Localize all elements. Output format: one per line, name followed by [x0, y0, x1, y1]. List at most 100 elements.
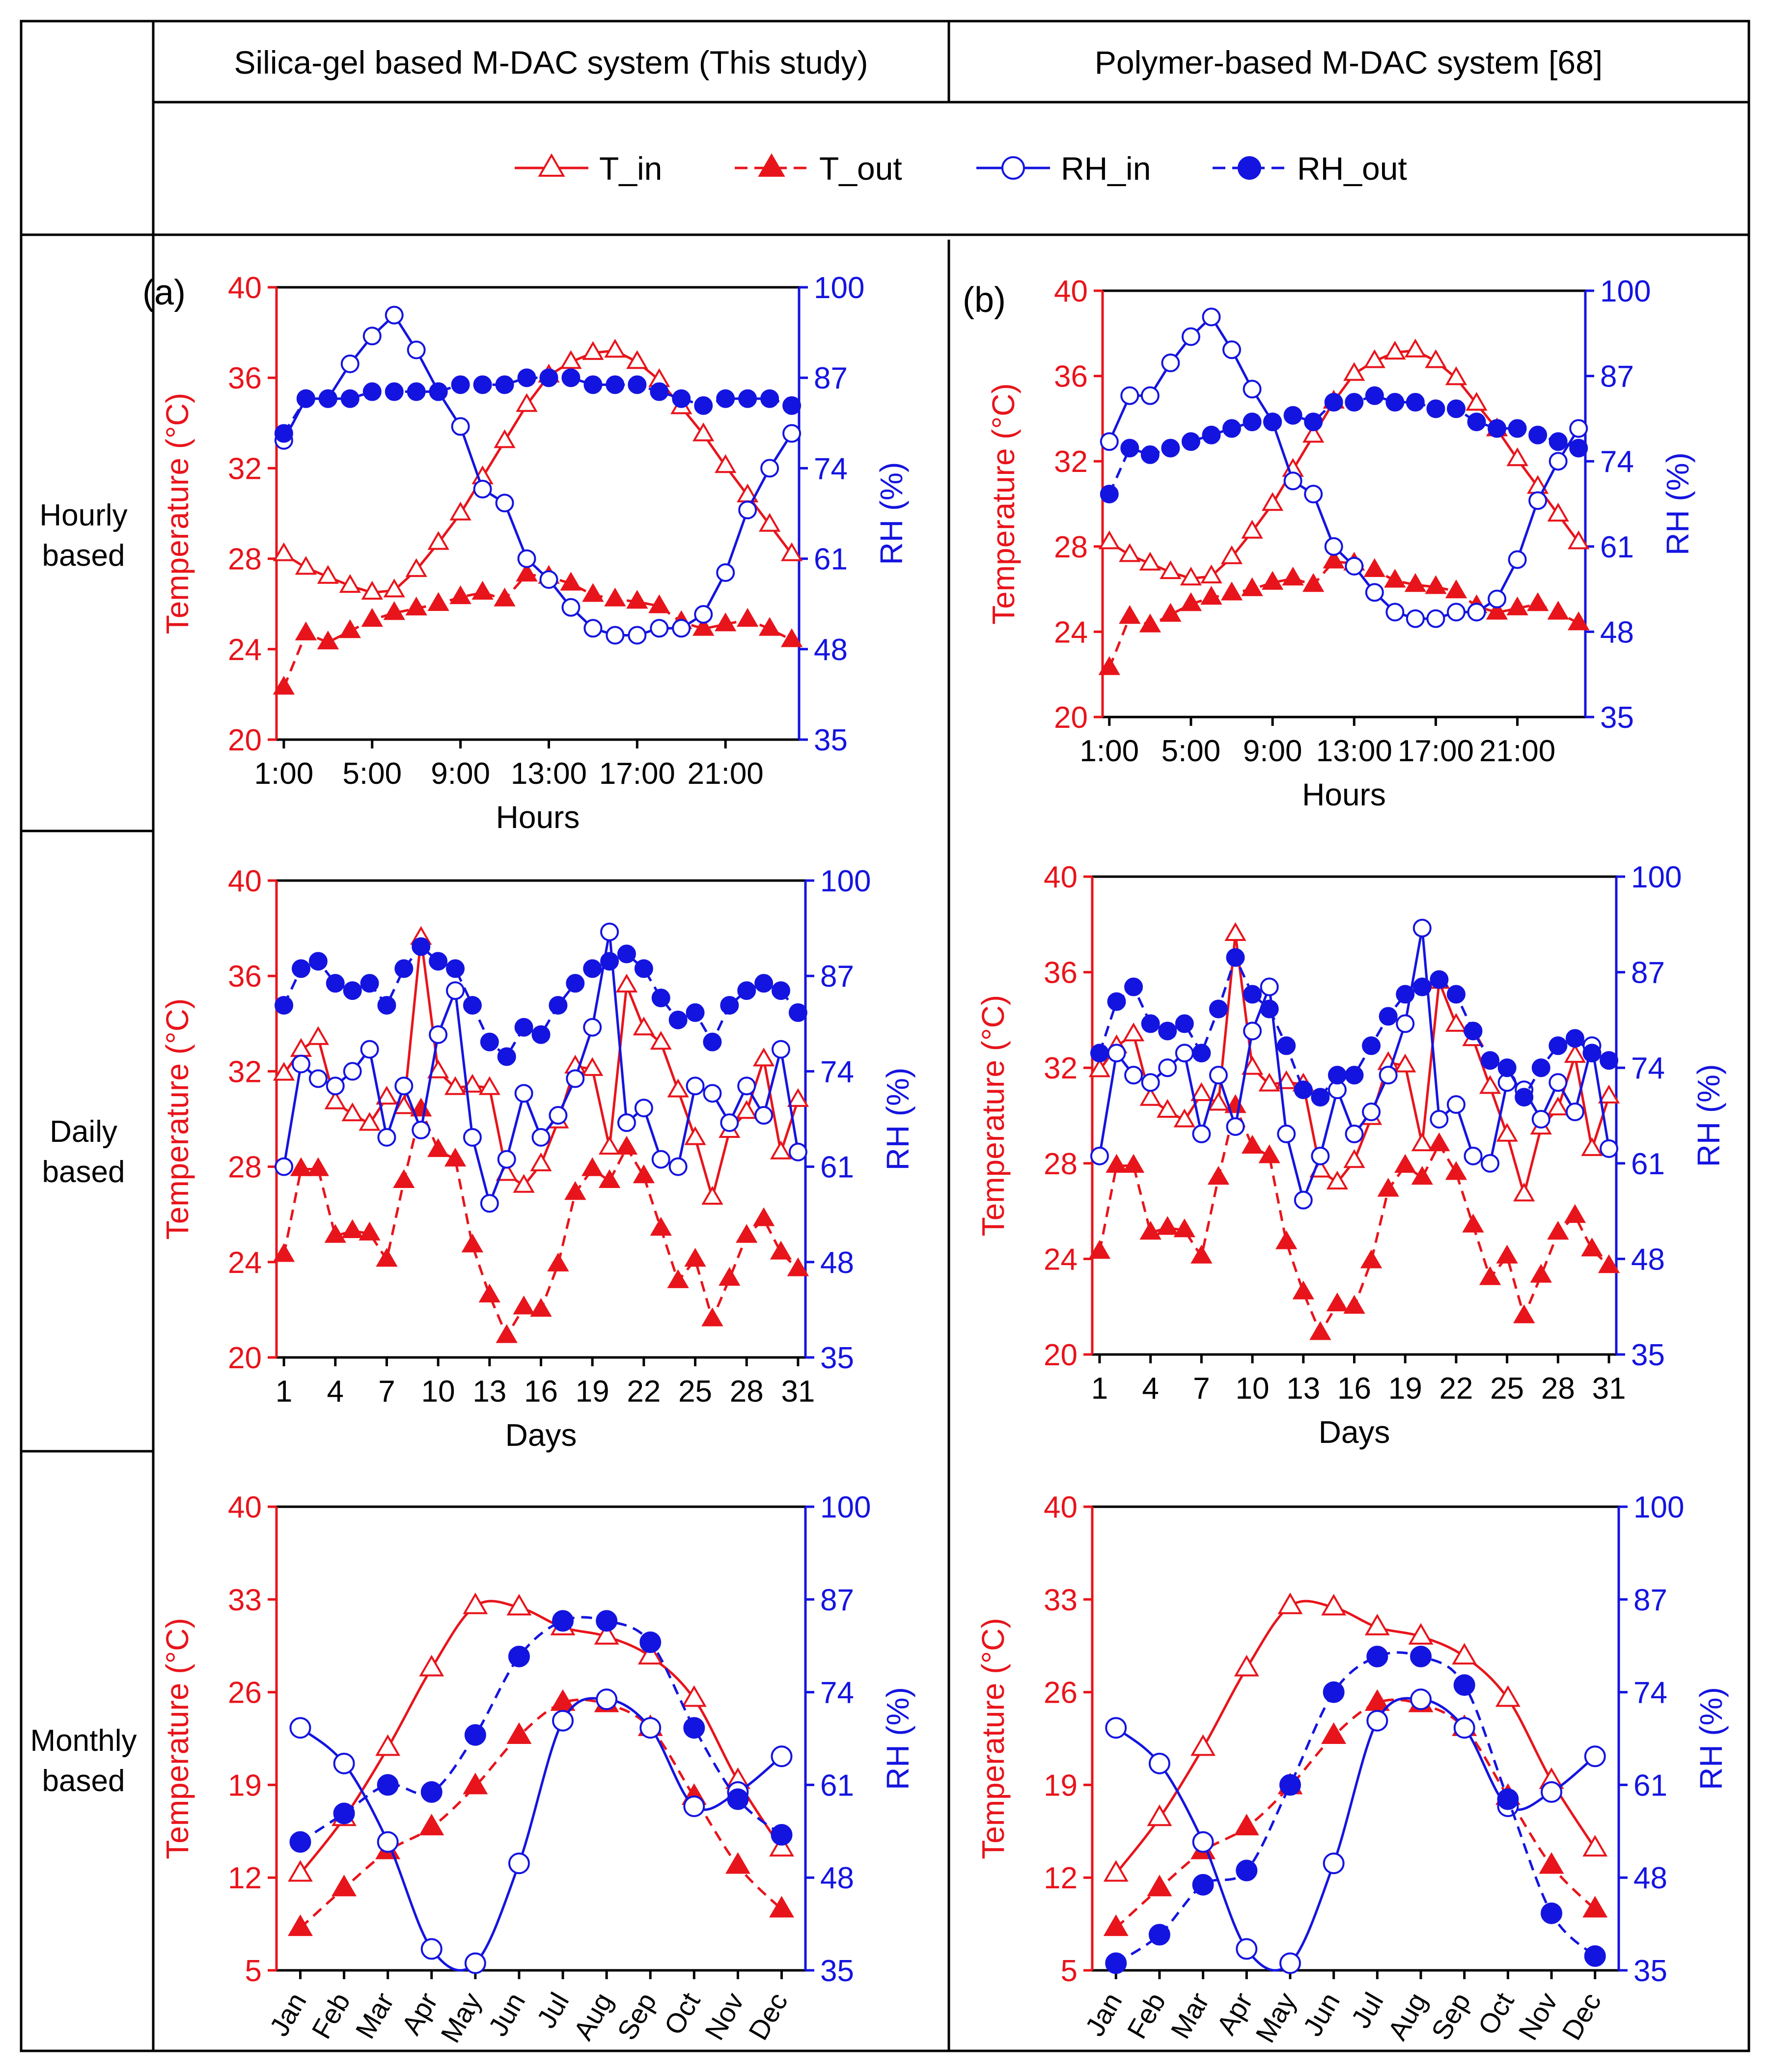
x-tick-label: Mar — [1164, 1988, 1215, 2044]
data-point — [513, 1296, 535, 1315]
data-point — [606, 626, 625, 645]
y2-tick-label: 100 — [1631, 860, 1682, 894]
data-point — [362, 327, 382, 346]
data-point — [1582, 1835, 1608, 1857]
data-point — [449, 585, 471, 605]
data-point — [583, 375, 603, 394]
data-point — [1100, 484, 1119, 503]
legend-label: T_out — [819, 150, 902, 187]
data-point — [274, 424, 293, 443]
data-point — [1326, 1292, 1349, 1312]
data-point — [1323, 1681, 1345, 1703]
y-tick-label: 20 — [1044, 1338, 1078, 1372]
y2-tick-label: 61 — [820, 1151, 854, 1185]
y2-axis-title: RH (%) — [1691, 1064, 1726, 1167]
data-point — [1157, 1099, 1179, 1118]
data-point — [1139, 552, 1162, 571]
data-point — [1497, 1788, 1519, 1810]
x-tick-label: 21:00 — [1479, 734, 1555, 768]
series-t-in — [1103, 1592, 1608, 1882]
y2-tick-label: 74 — [820, 1055, 854, 1089]
y2-tick-label: 100 — [814, 271, 864, 305]
data-point — [1283, 406, 1302, 425]
data-point — [1569, 439, 1588, 458]
data-point — [737, 1077, 756, 1096]
data-point — [1105, 1952, 1127, 1974]
data-point — [1302, 424, 1325, 443]
data-point — [581, 1157, 604, 1176]
x-tick-label: 5:00 — [1162, 734, 1221, 768]
data-point — [1202, 425, 1221, 444]
data-point — [506, 1722, 532, 1744]
data-point — [1124, 1066, 1143, 1085]
y-axis-title: Temperature (°C) — [975, 995, 1011, 1237]
data-point — [1141, 1014, 1160, 1033]
data-point — [1481, 1154, 1500, 1173]
data-point — [405, 558, 427, 577]
data-point — [1173, 1108, 1195, 1128]
data-point — [343, 1062, 362, 1081]
data-point — [427, 1059, 449, 1078]
data-point — [716, 563, 735, 582]
data-point — [719, 1267, 741, 1286]
y-tick-label: 28 — [228, 543, 262, 577]
data-point — [1495, 1685, 1521, 1707]
data-point — [1453, 1717, 1475, 1739]
data-point — [275, 995, 294, 1015]
x-axis-title: Days — [1319, 1414, 1390, 1450]
y-tick-label: 40 — [228, 271, 262, 305]
series-line — [1115, 1697, 1596, 1972]
series-rh-out — [1090, 948, 1619, 1107]
layout-table — [20, 20, 1750, 2052]
data-point — [496, 1324, 518, 1343]
data-point — [1103, 1860, 1129, 1882]
data-point — [444, 1148, 467, 1167]
data-point — [737, 608, 759, 627]
data-point — [494, 587, 516, 607]
data-point — [420, 1781, 442, 1803]
data-point — [736, 1224, 758, 1243]
data-point — [360, 974, 379, 993]
x-tick-label: Jan — [1079, 1988, 1128, 2042]
data-point — [752, 1048, 775, 1067]
data-point — [478, 1283, 500, 1303]
data-point — [1222, 419, 1242, 438]
data-point — [1600, 1051, 1619, 1070]
data-point — [633, 1164, 655, 1184]
data-point — [1202, 307, 1221, 327]
data-point — [446, 959, 465, 978]
x-tick-label: 1 — [1091, 1372, 1108, 1406]
data-point — [377, 1128, 396, 1147]
data-point — [317, 565, 339, 584]
data-point — [1243, 413, 1262, 432]
data-point — [1464, 1146, 1483, 1165]
y2-tick-label: 48 — [820, 1861, 854, 1895]
data-point — [668, 1157, 688, 1176]
x-tick-label: Dec — [1556, 1988, 1607, 2045]
data-point — [376, 1247, 398, 1267]
data-point — [760, 459, 779, 478]
data-point — [1224, 922, 1246, 941]
x-tick-label: 1 — [276, 1375, 292, 1409]
x-tick-label: 16 — [1337, 1372, 1371, 1406]
x-tick-label: 7 — [1193, 1372, 1210, 1406]
data-point — [326, 974, 345, 993]
data-point — [1362, 1036, 1381, 1055]
x-tick-label: 31 — [1592, 1372, 1626, 1406]
data-point — [1428, 1132, 1450, 1152]
data-point — [720, 1113, 739, 1132]
y-tick-label: 24 — [1054, 615, 1088, 649]
data-point — [318, 389, 337, 408]
data-point — [1283, 471, 1302, 491]
data-point — [1411, 1132, 1433, 1152]
y-tick-label: 36 — [1054, 360, 1088, 394]
series-line — [300, 1616, 783, 1843]
data-point — [1581, 1137, 1603, 1156]
y2-tick-label: 100 — [820, 1491, 871, 1524]
data-point — [626, 590, 648, 609]
data-point — [1598, 1254, 1620, 1273]
y2-tick-label: 35 — [820, 1341, 854, 1375]
series-line — [282, 376, 792, 434]
data-point — [375, 1734, 401, 1756]
data-point — [598, 1135, 621, 1155]
